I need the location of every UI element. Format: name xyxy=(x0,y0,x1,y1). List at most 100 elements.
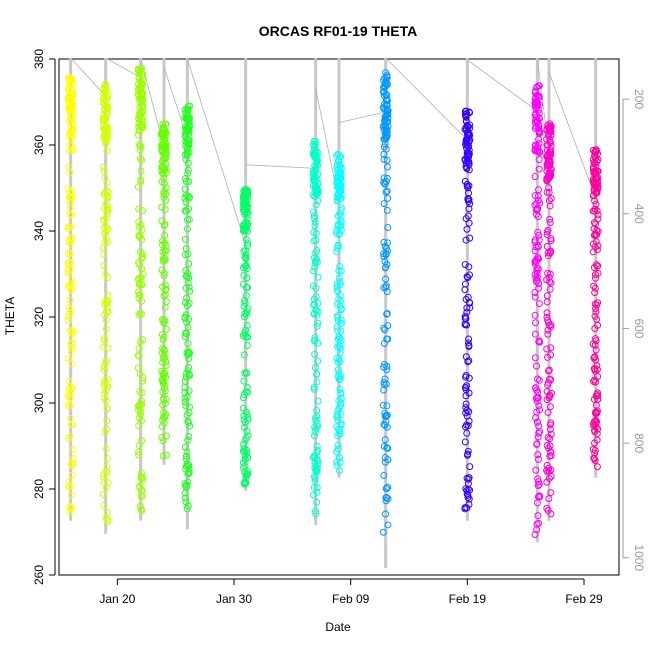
y2-tick-label: 1000 xyxy=(632,544,646,571)
data-point xyxy=(337,305,345,313)
data-point xyxy=(380,200,388,208)
data-point xyxy=(100,470,108,478)
data-point xyxy=(334,358,342,366)
track-segment xyxy=(245,164,316,169)
data-point xyxy=(102,325,110,333)
axes-layer: 260 280 300 320 340 360 380 Jan 20 Jan 30 Feb 09 F… xyxy=(32,49,646,606)
data-point xyxy=(532,466,540,474)
data-point xyxy=(67,340,75,348)
data-point xyxy=(313,420,321,428)
data-point xyxy=(335,295,343,303)
data-point xyxy=(464,494,472,502)
data-point xyxy=(593,315,601,323)
data-point xyxy=(137,410,145,418)
data-point xyxy=(64,266,72,274)
data-point xyxy=(240,224,248,232)
data-point xyxy=(183,116,191,124)
data-point xyxy=(183,330,191,338)
data-point xyxy=(310,267,318,275)
data-point xyxy=(462,117,470,125)
data-point xyxy=(162,361,170,369)
data-point xyxy=(183,448,191,456)
data-point xyxy=(333,461,341,469)
data-point xyxy=(334,150,342,158)
data-point xyxy=(337,316,345,324)
data-point xyxy=(135,141,143,149)
data-point xyxy=(182,498,190,506)
data-point xyxy=(591,167,599,175)
data-point xyxy=(184,159,192,167)
data-point xyxy=(160,133,168,141)
data-point xyxy=(139,336,147,344)
data-point xyxy=(159,255,167,263)
data-point xyxy=(533,264,541,272)
data-point xyxy=(104,291,112,299)
data-point xyxy=(535,82,543,90)
data-point xyxy=(333,323,341,331)
data-point xyxy=(243,427,251,435)
data-point xyxy=(162,190,170,198)
track-segment xyxy=(385,57,468,141)
data-point xyxy=(240,302,248,310)
data-point xyxy=(381,92,389,100)
data-point xyxy=(533,362,541,370)
data-point xyxy=(244,239,252,247)
data-point xyxy=(465,408,473,416)
data-point xyxy=(592,220,600,228)
data-point xyxy=(532,146,540,154)
data-point xyxy=(384,483,392,491)
data-point xyxy=(242,185,250,193)
data-point xyxy=(334,183,342,191)
data-point xyxy=(135,403,143,411)
data-point xyxy=(335,267,343,275)
data-point xyxy=(69,146,77,154)
data-point xyxy=(139,108,147,116)
data-point xyxy=(462,353,470,361)
data-point xyxy=(534,394,542,402)
data-point xyxy=(66,296,74,304)
track-segment xyxy=(70,57,106,97)
data-point xyxy=(138,474,146,482)
x-tick-label: Jan 20 xyxy=(99,592,135,606)
data-point xyxy=(313,378,321,386)
data-point xyxy=(463,304,471,312)
data-point xyxy=(67,306,75,314)
data-point xyxy=(546,285,554,293)
data-point xyxy=(547,247,555,255)
data-point xyxy=(384,444,392,452)
data-point xyxy=(139,374,147,382)
data-point xyxy=(100,501,108,509)
data-point xyxy=(334,366,342,374)
data-point xyxy=(380,238,388,246)
data-point xyxy=(183,294,191,302)
data-point xyxy=(336,262,344,270)
data-point xyxy=(380,386,388,394)
data-point xyxy=(66,402,74,410)
data-point xyxy=(546,425,554,433)
data-point xyxy=(138,156,146,164)
data-point xyxy=(314,197,322,205)
data-point xyxy=(65,163,73,171)
data-point xyxy=(241,455,249,463)
data-point xyxy=(134,351,142,359)
data-point xyxy=(462,400,470,408)
data-point xyxy=(547,323,555,331)
data-point xyxy=(134,131,142,139)
data-point xyxy=(64,269,72,277)
data-point xyxy=(243,209,251,217)
data-point xyxy=(543,309,551,317)
data-point xyxy=(103,417,111,425)
data-point xyxy=(461,314,469,322)
data-point xyxy=(593,463,601,471)
data-point xyxy=(463,225,471,233)
data-point xyxy=(162,358,170,366)
y-tick-label: 300 xyxy=(32,393,46,413)
data-point xyxy=(65,185,73,193)
data-point xyxy=(162,142,170,150)
data-point xyxy=(383,493,391,501)
data-point xyxy=(137,176,145,184)
data-point xyxy=(532,277,540,285)
data-point xyxy=(239,280,247,288)
data-point xyxy=(310,208,318,216)
data-point xyxy=(546,270,554,278)
